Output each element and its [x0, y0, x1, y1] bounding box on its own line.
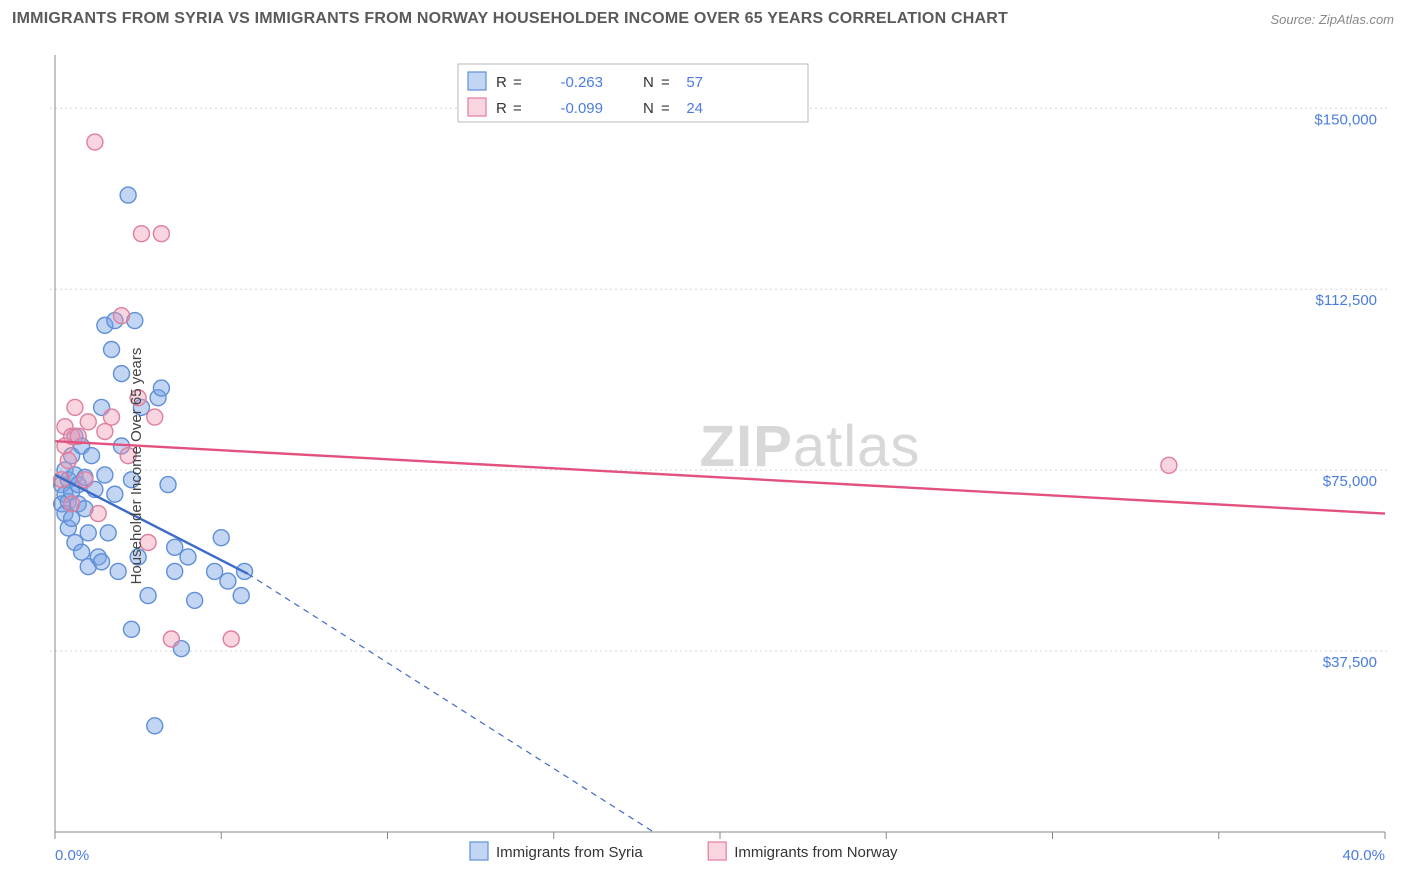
data-point-syria: [94, 554, 110, 570]
data-point-syria: [147, 718, 163, 734]
data-point-norway: [80, 414, 96, 430]
legend-N-label: N: [643, 100, 654, 117]
data-point-norway: [104, 409, 120, 425]
x-tick-label: 40.0%: [1342, 847, 1385, 864]
trend-line-dashed-syria: [248, 574, 654, 832]
data-point-norway: [64, 496, 80, 512]
y-tick-label: $112,500: [1316, 292, 1377, 309]
svg-text:=: =: [513, 74, 522, 91]
data-point-syria: [104, 342, 120, 358]
data-point-norway: [90, 506, 106, 522]
data-point-syria: [97, 467, 113, 483]
data-point-syria: [167, 563, 183, 579]
data-point-syria: [180, 549, 196, 565]
svg-text:=: =: [661, 74, 670, 91]
data-point-syria: [107, 486, 123, 502]
source-attribution: Source: ZipAtlas.com: [1270, 12, 1394, 27]
legend-swatch-syria: [468, 72, 486, 90]
data-point-syria: [233, 588, 249, 604]
data-point-norway: [133, 226, 149, 242]
bottom-legend-label-syria: Immigrants from Syria: [496, 844, 643, 861]
data-point-syria: [187, 592, 203, 608]
data-point-norway: [97, 424, 113, 440]
data-point-norway: [1161, 457, 1177, 473]
stats-legend-box: [458, 64, 808, 122]
y-tick-label: $75,000: [1323, 473, 1377, 490]
data-point-syria: [153, 380, 169, 396]
legend-R-label: R: [496, 74, 507, 91]
data-point-norway: [163, 631, 179, 647]
bottom-legend-label-norway: Immigrants from Norway: [734, 844, 898, 861]
data-point-norway: [60, 452, 76, 468]
legend-R-value-syria: -0.263: [560, 74, 603, 91]
data-point-norway: [153, 226, 169, 242]
data-point-syria: [120, 187, 136, 203]
data-point-syria: [84, 448, 100, 464]
svg-text:=: =: [513, 100, 522, 117]
data-point-syria: [213, 530, 229, 546]
chart-title: IMMIGRANTS FROM SYRIA VS IMMIGRANTS FROM…: [12, 10, 1008, 28]
chart-area: Householder Income Over 65 years ZIPatla…: [0, 40, 1406, 892]
legend-R-value-norway: -0.099: [560, 100, 603, 117]
data-point-norway: [223, 631, 239, 647]
scatter-chart-svg: ZIPatlas $37,500 $75,000 $112,500 $150,000 0.…: [0, 40, 1406, 892]
x-tick-label: 0.0%: [55, 847, 89, 864]
data-point-norway: [77, 472, 93, 488]
data-point-syria: [110, 563, 126, 579]
watermark: ZIPatlas: [700, 414, 921, 479]
data-point-syria: [160, 477, 176, 493]
data-point-syria: [207, 563, 223, 579]
data-point-norway: [87, 134, 103, 150]
chart-container: IMMIGRANTS FROM SYRIA VS IMMIGRANTS FROM…: [0, 0, 1406, 892]
legend-N-value-norway: 24: [686, 100, 703, 117]
data-point-syria: [74, 544, 90, 560]
data-point-syria: [64, 510, 80, 526]
data-point-syria: [220, 573, 236, 589]
legend-N-value-syria: 57: [686, 74, 703, 91]
data-point-syria: [140, 588, 156, 604]
bottom-legend-swatch-syria: [470, 842, 488, 860]
data-point-syria: [167, 539, 183, 555]
legend-swatch-norway: [468, 98, 486, 116]
data-point-syria: [123, 621, 139, 637]
legend-N-label: N: [643, 74, 654, 91]
y-axis-label: Householder Income Over 65 years: [128, 348, 145, 585]
svg-text:=: =: [661, 100, 670, 117]
data-point-norway: [114, 308, 130, 324]
title-bar: IMMIGRANTS FROM SYRIA VS IMMIGRANTS FROM…: [12, 10, 1394, 28]
legend-R-label: R: [496, 100, 507, 117]
data-point-syria: [80, 525, 96, 541]
y-tick-label: $37,500: [1323, 654, 1377, 671]
y-tick-label: $150,000: [1314, 111, 1377, 128]
data-point-norway: [67, 399, 83, 415]
data-point-syria: [100, 525, 116, 541]
data-point-norway: [147, 409, 163, 425]
bottom-legend-swatch-norway: [708, 842, 726, 860]
